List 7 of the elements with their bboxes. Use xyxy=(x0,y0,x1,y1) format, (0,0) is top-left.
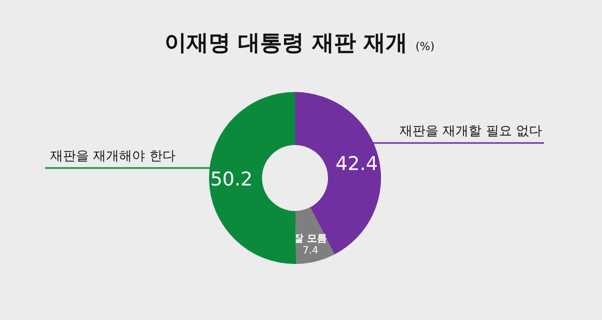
data-label: 7.4 xyxy=(302,246,318,257)
data-label: 42.4 xyxy=(336,152,378,175)
slice-label: 재판을 재개할 필요 없다 xyxy=(400,124,542,139)
chart-title: 이재명 대통령 재판 재개 xyxy=(164,31,408,56)
chart-subtitle: (%) xyxy=(415,40,435,53)
data-label: 50.2 xyxy=(210,168,253,190)
slice-label: 재판을 재개해야 한다 xyxy=(50,149,176,164)
